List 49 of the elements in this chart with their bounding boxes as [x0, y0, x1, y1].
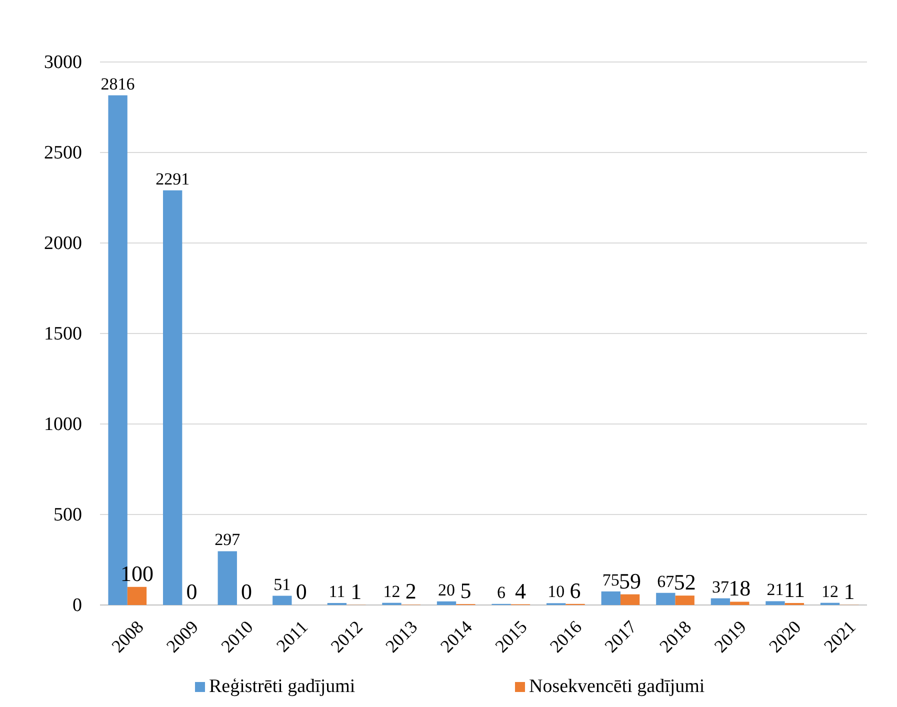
bar [436, 601, 456, 605]
bar [127, 586, 147, 605]
legend-label: Nosekvencēti gadījumi [529, 676, 705, 697]
data-label: 6 [497, 582, 506, 602]
y-tick-label: 0 [72, 595, 82, 616]
bar [218, 551, 237, 605]
y-tick-label: 3000 [44, 52, 82, 73]
bar [272, 596, 292, 605]
data-label: 12 [383, 582, 400, 601]
bar [163, 190, 182, 605]
data-label: 0 [296, 579, 307, 604]
y-tick-label: 1500 [44, 324, 82, 344]
data-label: 1 [844, 578, 855, 604]
data-label: 18 [728, 576, 751, 601]
bar [730, 602, 750, 605]
bar [710, 598, 730, 605]
data-label: 5 [460, 578, 472, 604]
bar [601, 591, 620, 605]
data-label: 297 [214, 530, 241, 550]
data-label: 37 [712, 577, 730, 596]
data-label: 52 [674, 570, 696, 595]
bar [620, 594, 640, 605]
y-tick-label: 500 [54, 504, 82, 526]
data-label: 2291 [156, 169, 190, 188]
data-label: 21 [766, 580, 784, 600]
data-label: 0 [241, 579, 252, 604]
data-label: 0 [186, 579, 198, 604]
data-label: 4 [514, 578, 526, 604]
bar [766, 601, 785, 605]
data-label: 6 [570, 578, 581, 603]
bar [656, 592, 676, 605]
data-label: 11 [784, 577, 806, 602]
data-label: 11 [328, 582, 346, 602]
data-label: 2816 [100, 74, 135, 94]
data-label: 10 [548, 582, 565, 602]
x-tick-label: 2011 [272, 616, 312, 656]
data-label: 12 [822, 582, 839, 601]
y-tick-label: 2500 [44, 142, 82, 164]
y-tick-label: 2000 [44, 233, 82, 254]
bar [675, 596, 694, 605]
data-label: 51 [274, 574, 291, 594]
data-label: 67 [657, 572, 675, 591]
data-label: 1 [350, 578, 362, 604]
data-label: 20 [438, 580, 456, 600]
data-label: 2 [405, 578, 416, 604]
data-label: 75 [602, 570, 620, 590]
y-tick-label: 1000 [44, 414, 82, 435]
data-label: 59 [619, 568, 642, 594]
legend-label: Reģistrēti gadījumi [209, 676, 356, 697]
